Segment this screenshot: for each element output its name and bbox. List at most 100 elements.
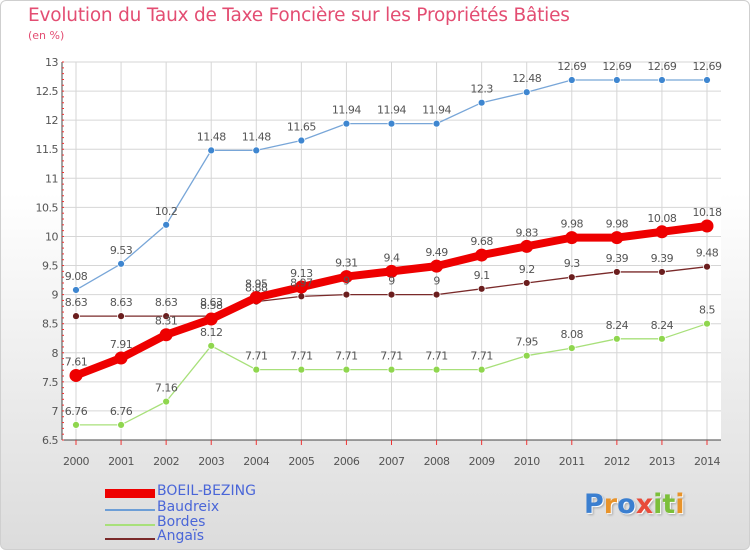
data-label: 9.2 [519,263,535,276]
data-point [522,279,531,287]
data-point [387,290,396,299]
data-label: 9.49 [425,246,448,259]
data-label: 11.94 [422,104,451,117]
x-tick-label: 2000 [63,455,89,468]
data-label: 9.83 [515,226,538,239]
data-point [297,292,306,301]
y-tick-label: 11.5 [36,143,59,156]
data-label: 11.48 [242,130,271,143]
data-point [522,351,531,360]
chart-title: Evolution du Taux de Taxe Foncière sur l… [28,5,570,26]
data-label: 8.24 [606,319,629,332]
data-point [385,264,398,278]
data-label: 8.12 [200,326,223,339]
y-tick-label: 8 [52,347,59,360]
data-label: 12.3 [470,83,493,96]
y-tick-label: 13 [45,56,58,69]
data-point [117,420,125,429]
data-point [520,239,534,253]
data-point [117,259,125,268]
data-point [204,312,218,326]
data-label: 8.63 [155,296,178,309]
data-label: 9.53 [110,244,133,257]
y-tick-label: 12 [45,114,58,127]
data-label: 11.94 [332,104,361,117]
data-point [297,365,306,374]
data-label: 8.08 [561,328,584,341]
data-label: 7.16 [155,382,178,395]
data-label: 8.88 [245,282,268,295]
data-point [477,98,486,107]
data-label: 11.48 [197,130,226,143]
x-tick-label: 2001 [108,455,134,468]
data-label: 8.63 [65,296,88,309]
x-tick-label: 2003 [198,455,224,468]
data-label: 9.98 [561,218,584,231]
data-point [565,231,579,245]
data-point [72,286,80,294]
x-tick-label: 2009 [469,455,495,468]
data-point [207,341,216,350]
data-label: 9.31 [335,257,358,270]
data-label: 9 [433,275,440,288]
x-tick-label: 2011 [559,455,585,468]
data-point [162,220,171,229]
data-point [430,259,444,273]
data-label: 8.63 [200,296,223,309]
data-label: 9.08 [65,270,88,283]
x-tick-label: 2004 [243,455,269,468]
data-point [432,119,441,128]
data-point [342,365,351,374]
x-tick-label: 2007 [379,455,405,468]
data-label: 9.1 [474,269,490,282]
data-label: 8.24 [651,319,674,332]
data-point [294,280,308,294]
logo-letter: P [584,489,604,520]
proxiti-logo: Proxiti [584,489,685,520]
data-label: 9.39 [651,252,674,265]
logo-letter: o [617,489,636,520]
data-point [207,146,216,155]
x-tick-label: 2014 [694,455,720,468]
data-label: 11.94 [377,104,406,117]
data-point [432,365,441,374]
x-tick-label: 2006 [333,455,359,468]
data-label: 12.48 [512,72,541,85]
data-label: 8.58 [200,299,223,312]
data-label: 7.71 [470,350,493,363]
y-tick-label: 11 [45,172,58,185]
data-label: 7.95 [515,336,538,349]
y-tick-label: 9 [52,289,59,302]
y-tick-label: 7.5 [42,376,58,389]
data-label: 9.98 [606,218,629,231]
data-label: 10.2 [155,205,178,218]
data-point [612,76,621,84]
legend-label: BOEIL-BEZING [157,483,256,499]
unit-label: (en %) [28,29,65,42]
data-point [612,268,621,276]
logo-letter: i [675,489,685,520]
data-point [387,365,396,374]
data-label: 9.4 [384,251,400,264]
legend-label: Baudreix [157,499,220,515]
data-point [72,420,80,429]
data-point [114,351,128,365]
y-tick-label: 8.5 [42,318,58,331]
legend-label: Bordes [157,514,206,530]
data-point [477,365,486,374]
data-point [252,365,261,374]
data-point [72,312,80,321]
data-label: 8.97 [290,276,313,289]
data-label: 8.95 [245,278,268,291]
data-label: 6.76 [110,405,133,418]
x-tick-label: 2008 [424,455,450,468]
data-label: 12.69 [602,60,631,73]
data-point [522,88,531,97]
data-label: 12.69 [693,60,722,73]
y-tick-label: 10.5 [36,201,59,214]
logo-letter: i [653,489,663,520]
data-point [252,146,261,155]
y-tick-label: 6.5 [42,434,58,447]
data-label: 8.63 [110,296,133,309]
